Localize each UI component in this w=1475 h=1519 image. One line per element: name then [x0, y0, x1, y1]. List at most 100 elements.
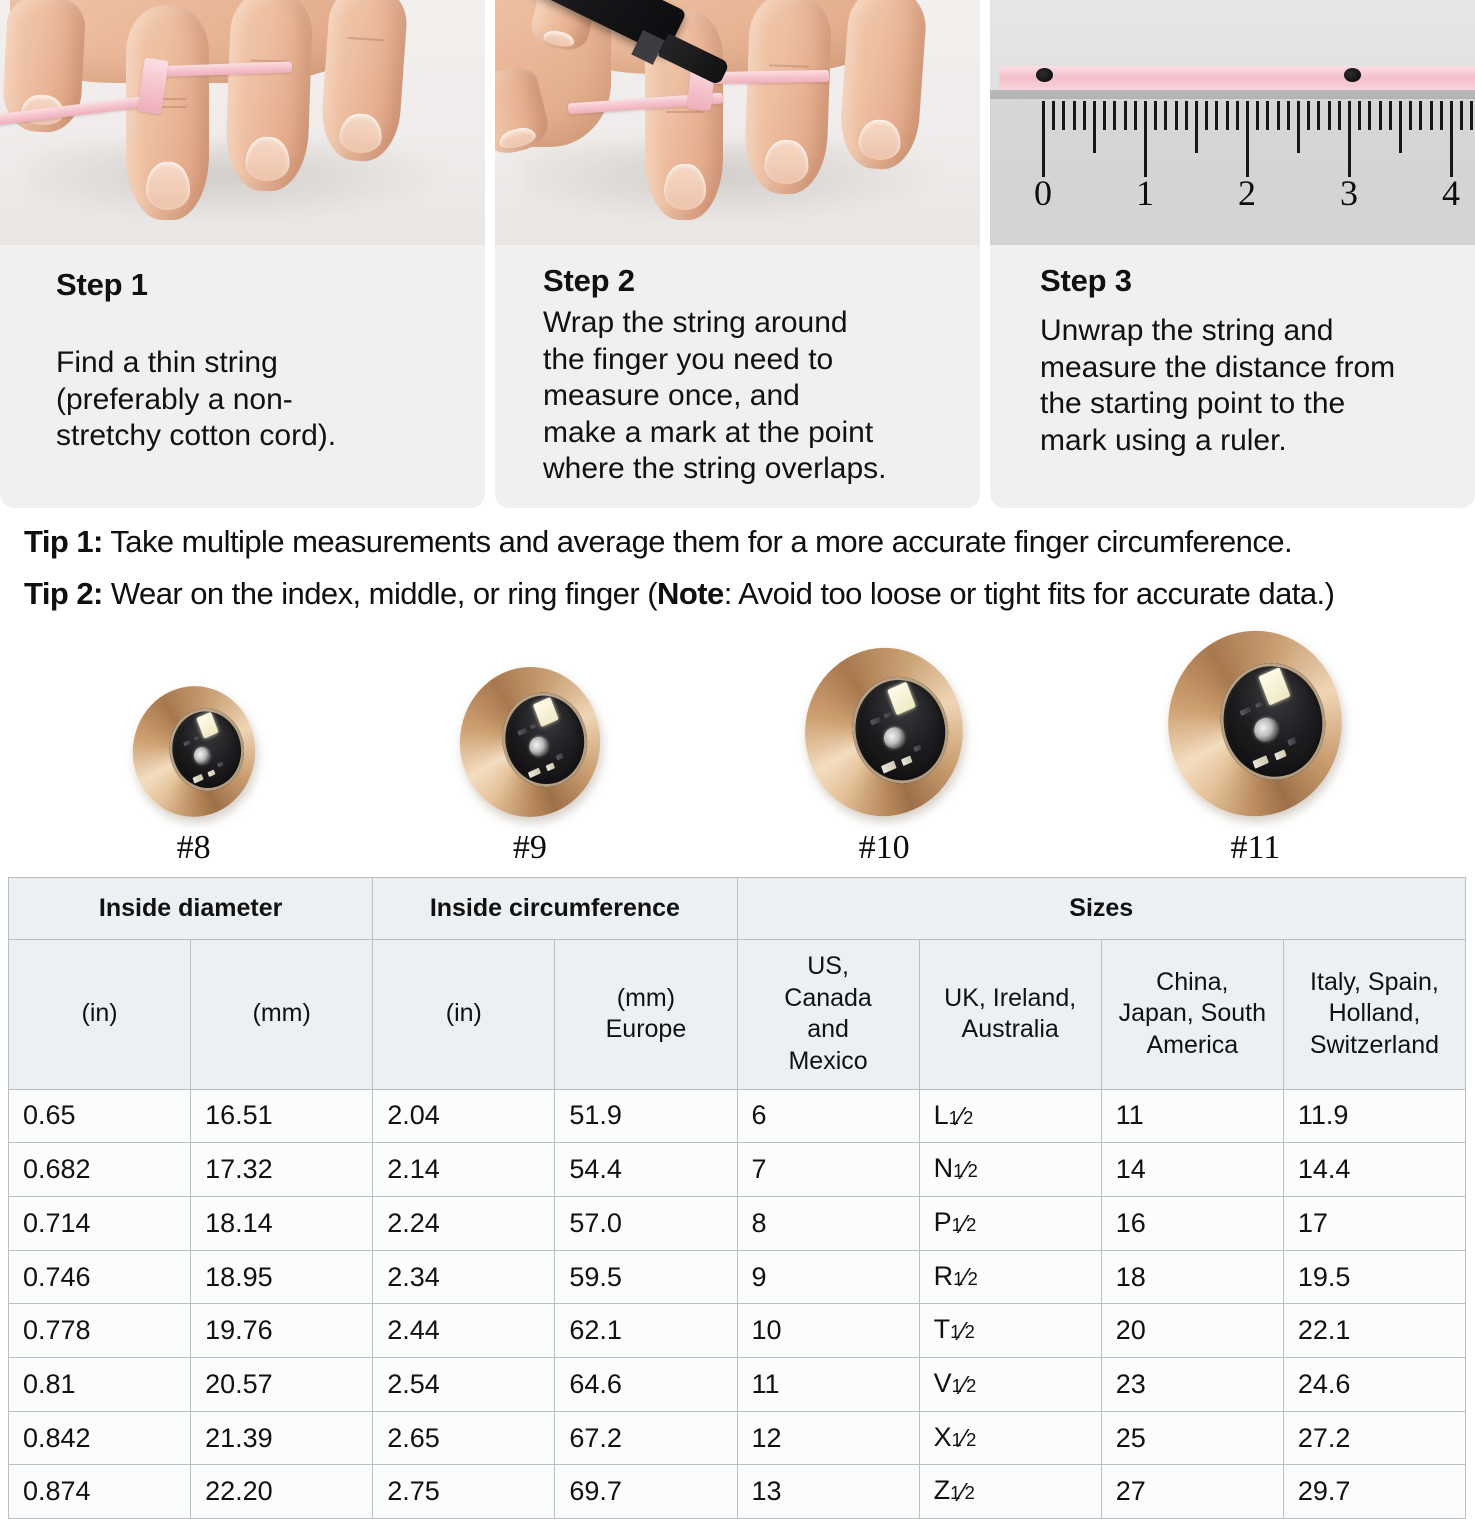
ruler-tick	[1256, 101, 1260, 130]
ruler-tick	[1297, 101, 1300, 153]
table-row: 0.714 18.14 2.24 57.0 8 P 1 ⁄ 2 16 17	[7, 1195, 1467, 1251]
table-cell-in-circ: 2.34	[372, 1249, 556, 1305]
table-cell-us: 12	[736, 1410, 920, 1466]
ruler-tick	[1246, 101, 1249, 177]
ruler-number: 2	[1238, 173, 1256, 213]
table-cell-china: 18	[1100, 1249, 1284, 1305]
table-sub-header: US, Canada and Mexico	[736, 938, 920, 1090]
tip-2-text-after: : Avoid too loose or tight fits for accu…	[723, 576, 1335, 612]
uk-size-fraction: 1 ⁄ 2	[951, 1210, 977, 1239]
table-group-header-row: Inside diameter Inside circumference Sizes	[7, 876, 1466, 940]
ruler-tick	[1337, 101, 1341, 130]
table-cell-mm-circ: 64.6	[554, 1357, 738, 1412]
uk-size-letter: L	[933, 1099, 949, 1130]
ruler-tick	[1133, 101, 1137, 130]
ruler-tick	[1052, 101, 1056, 130]
table-cell-uk: P 1 ⁄ 2	[918, 1195, 1102, 1251]
uk-size-letter: Z	[933, 1475, 951, 1506]
step-2-body: Step 2 Wrap the string around the finger…	[495, 245, 980, 504]
table-cell-mm-diam: 19.76	[190, 1303, 374, 1359]
smart-ring-icon	[438, 644, 622, 840]
table-cell-china: 16	[1100, 1195, 1284, 1251]
table-cell-in-diam: 0.746	[7, 1249, 192, 1305]
uk-size-fraction: 1 ⁄ 2	[950, 1479, 975, 1508]
table-cell-mm-diam: 17.32	[190, 1142, 374, 1197]
ruler-tick	[1144, 101, 1147, 177]
ruler-tick	[1327, 101, 1331, 130]
table-cell-mm-circ: 51.9	[554, 1088, 738, 1144]
table-cell-uk: N 1 ⁄ 2	[918, 1142, 1102, 1197]
tip-2: Tip 2: Wear on the index, middle, or rin…	[24, 574, 1467, 614]
uk-size-fraction: 1 ⁄ 2	[953, 1264, 978, 1293]
table-cell-us: 8	[736, 1195, 920, 1251]
uk-size-letter: T	[933, 1314, 951, 1345]
ruler-tick	[1470, 101, 1474, 130]
uk-size-fraction: 1 ⁄ 2	[951, 1425, 977, 1454]
table-cell-mm-diam: 18.14	[190, 1195, 374, 1251]
table-row: 0.682 17.32 2.14 54.4 7 N 1 ⁄ 2 14 14.4	[7, 1142, 1467, 1197]
table-cell-china: 23	[1100, 1357, 1284, 1412]
table-cell-uk: R 1 ⁄ 2	[918, 1249, 1102, 1305]
ruler-tick	[1042, 101, 1045, 177]
ruler-tick	[1450, 101, 1453, 177]
ring-size-label: #10	[858, 828, 910, 866]
table-cell-in-diam: 0.874	[7, 1464, 192, 1519]
step-2-text: Wrap the string around the finger you ne…	[543, 306, 887, 486]
table-cell-in-circ: 2.65	[372, 1410, 556, 1466]
ring-item: #8	[113, 666, 274, 866]
ruler-tick	[1460, 101, 1464, 130]
ring-size-label: #9	[512, 828, 547, 866]
table-cell-uk: Z 1 ⁄ 2	[918, 1464, 1102, 1519]
ruler-tick	[1113, 101, 1117, 130]
ruler-tick	[1429, 101, 1433, 130]
ruler-tick	[1409, 101, 1413, 130]
ring-size-label: #11	[1230, 828, 1281, 866]
table-sub-header: Italy, Spain, Holland, Switzerland	[1282, 938, 1467, 1090]
tip-2-label: Tip 2:	[24, 576, 103, 612]
ruler-tick	[1205, 101, 1209, 130]
ruler: 0 1 2 3 4	[990, 90, 1475, 245]
ruler-tick	[1195, 101, 1198, 153]
step-2-title: Step 2	[543, 263, 635, 298]
table-cell-mm-diam: 16.51	[190, 1088, 374, 1144]
table-cell-mm-circ: 57.0	[554, 1195, 738, 1251]
table-cell-in-circ: 2.14	[372, 1142, 556, 1197]
table-body: 0.65 16.51 2.04 51.9 6 L 1 ⁄ 2 11 11.9 0.682 17.32 2.…	[7, 1088, 1467, 1519]
table-row: 0.81 20.57 2.54 64.6 11 V 1 ⁄ 2 23 24.6	[7, 1357, 1467, 1412]
table-cell-uk: V 1 ⁄ 2	[918, 1357, 1102, 1412]
step-3-title: Step 3	[1040, 263, 1132, 298]
table-cell-uk: X 1 ⁄ 2	[918, 1410, 1102, 1466]
step-3-text: Unwrap the string and measure the distan…	[1040, 314, 1396, 457]
tip-2-note-label: Note	[657, 576, 724, 612]
tips-section: Tip 1: Take multiple measurements and av…	[0, 508, 1475, 619]
step-card-2: Step 2 Wrap the string around the finger…	[495, 0, 980, 508]
ruler-tick	[1368, 101, 1372, 130]
uk-size-fraction: 1 ⁄ 2	[953, 1156, 978, 1185]
ring-item: #10	[781, 621, 988, 867]
table-sub-header: UK, Ireland, Australia	[918, 938, 1102, 1090]
table-cell-mm-diam: 22.20	[190, 1464, 374, 1519]
table-sub-header: (mm)	[190, 938, 374, 1090]
ruler-tick	[1388, 101, 1392, 130]
table-group-header: Sizes	[736, 876, 1466, 940]
table-cell-uk: T 1 ⁄ 2	[918, 1303, 1102, 1359]
table-cell-in-circ: 2.75	[372, 1464, 556, 1519]
hand-with-string-photo	[0, 0, 485, 245]
ruler-tick	[1072, 101, 1076, 130]
ruler-tick	[1103, 101, 1107, 130]
ruler-tick	[1174, 101, 1178, 130]
ruler-tick	[1286, 101, 1290, 130]
ring-item: #9	[438, 644, 622, 867]
table-cell-mm-diam: 21.39	[190, 1410, 374, 1466]
ruler-tick	[1317, 101, 1321, 130]
ruler-tick	[1225, 101, 1229, 130]
uk-size-letter: P	[933, 1206, 952, 1237]
ruler-tick	[1082, 101, 1086, 130]
table-cell-italy: 29.7	[1282, 1464, 1467, 1519]
uk-size-fraction: 1 ⁄ 2	[950, 1318, 975, 1347]
smart-ring-icon	[113, 666, 274, 838]
table-cell-mm-circ: 67.2	[554, 1410, 738, 1466]
step-card-1: Step 1 Find a thin string (preferably a …	[0, 0, 485, 508]
table-cell-us: 10	[736, 1303, 920, 1359]
ring-item: #11	[1142, 602, 1369, 867]
